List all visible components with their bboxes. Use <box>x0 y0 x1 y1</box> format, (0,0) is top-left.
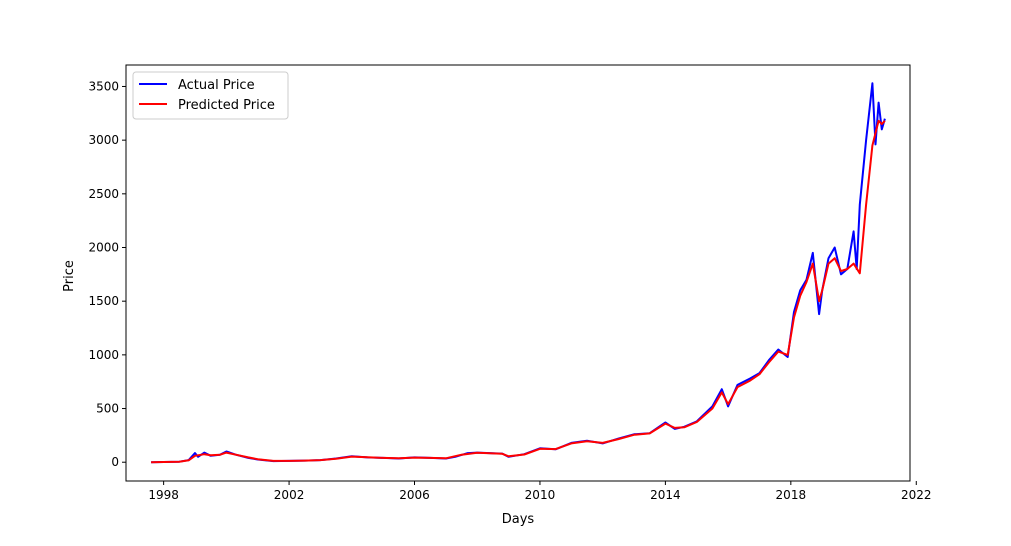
y-tick-label: 500 <box>96 402 119 416</box>
y-tick-label: 2000 <box>88 241 119 255</box>
x-tick-label: 2018 <box>776 488 807 502</box>
legend-box <box>132 71 289 120</box>
x-tick-label: 2022 <box>901 488 932 502</box>
y-tick-label: 1000 <box>88 348 119 362</box>
x-tick-label: 2006 <box>399 488 430 502</box>
legend: Actual Price Predicted Price <box>132 71 289 120</box>
x-tick-label: 2002 <box>274 488 305 502</box>
x-tick-label: 2014 <box>650 488 681 502</box>
x-axis: 1998 2002 2006 2010 2014 2018 2022 <box>148 481 932 502</box>
plot-frame <box>125 64 911 482</box>
plot-area <box>126 65 910 481</box>
y-tick-label: 2500 <box>88 187 119 201</box>
x-tick-label: 2010 <box>525 488 556 502</box>
x-axis-label: Days <box>502 512 535 527</box>
y-axis-label: Price <box>62 260 77 292</box>
y-tick-label: 3000 <box>88 133 119 147</box>
y-tick-label: 0 <box>111 455 119 469</box>
predicted-price-line <box>151 119 886 464</box>
y-tick-label: 1500 <box>88 294 119 308</box>
y-axis: 0 500 1000 1500 2000 2500 3000 3500 <box>88 79 126 469</box>
legend-actual-price-label: Actual Price <box>178 78 255 93</box>
series-layer <box>151 82 886 464</box>
legend-predicted-price-label: Predicted Price <box>178 98 275 113</box>
x-tick-label: 1998 <box>148 488 179 502</box>
y-tick-label: 3500 <box>88 79 119 93</box>
